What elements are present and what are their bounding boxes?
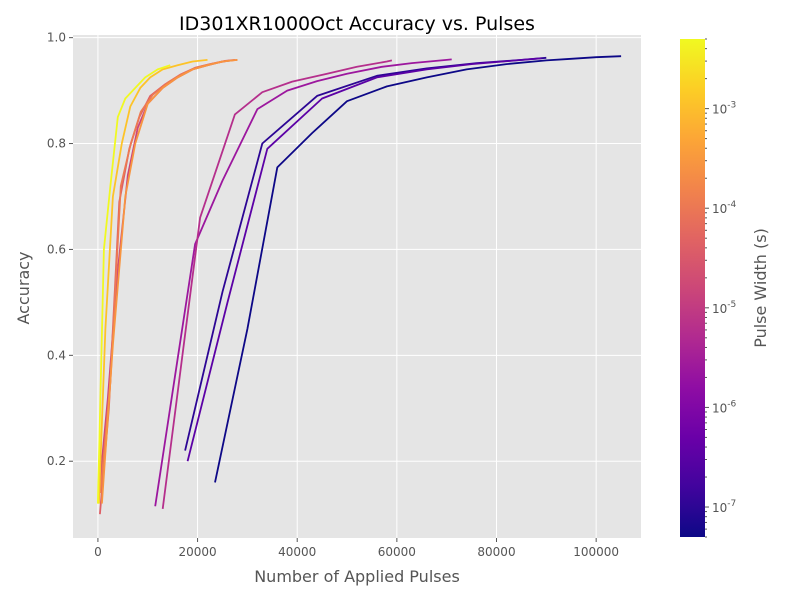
chart-title: ID301XR1000Oct Accuracy vs. Pulses (179, 13, 535, 35)
grid-lines (73, 35, 641, 538)
colorbar-tick-exponent: -4 (727, 200, 736, 210)
colorbar-tick-base: 10 (712, 103, 727, 117)
series-line-10 (97, 64, 171, 504)
x-tick-label: 0 (94, 545, 102, 559)
colorbar-tick-label: 10-6 (712, 399, 737, 415)
x-tick-label: 80000 (477, 545, 515, 559)
series-line-3 (154, 58, 452, 507)
colorbar-tick-label: 10-5 (712, 300, 736, 316)
colorbar-tick-base: 10 (712, 302, 727, 316)
series-line-4 (161, 59, 393, 510)
colorbar-ticks: 10-710-610-510-410-3 (705, 38, 737, 538)
y-tick-label: 0.8 (47, 137, 66, 151)
series-line-8 (101, 59, 238, 504)
series-lines (97, 55, 622, 515)
plot-area (73, 35, 641, 538)
y-axis-label: Accuracy (14, 251, 33, 324)
series-line-0 (214, 55, 622, 483)
colorbar-tick-label: 10-7 (712, 499, 736, 515)
y-axis-ticks: 0.2 0.4 0.6 0.8 1.0 (47, 31, 73, 468)
colorbar (680, 39, 705, 537)
x-axis-label: Number of Applied Pulses (254, 567, 460, 586)
colorbar-tick-exponent: -5 (727, 300, 736, 310)
x-tick-label: 20000 (178, 545, 216, 559)
colorbar-tick-base: 10 (712, 401, 727, 415)
x-tick-label: 100000 (573, 545, 619, 559)
colorbar-tick-exponent: -3 (727, 101, 736, 111)
colorbar-tick-base: 10 (712, 202, 727, 216)
colorbar-tick-base: 10 (712, 501, 727, 515)
colorbar-tick-exponent: -7 (727, 499, 736, 509)
colorbar-tick-exponent: -6 (727, 399, 736, 409)
y-tick-label: 0.6 (47, 242, 66, 256)
colorbar-tick-label: 10-4 (712, 200, 737, 216)
series-line-9 (98, 59, 208, 504)
series-line-2 (186, 57, 542, 462)
x-axis-ticks: 0 20000 40000 60000 80000 100000 (94, 538, 619, 559)
x-tick-label: 60000 (378, 545, 416, 559)
y-tick-label: 0.2 (47, 454, 66, 468)
colorbar-label: Pulse Width (s) (751, 228, 770, 348)
colorbar-tick-label: 10-3 (712, 101, 736, 117)
x-tick-label: 40000 (278, 545, 316, 559)
y-tick-label: 0.4 (47, 348, 66, 362)
y-tick-label: 1.0 (47, 31, 66, 45)
